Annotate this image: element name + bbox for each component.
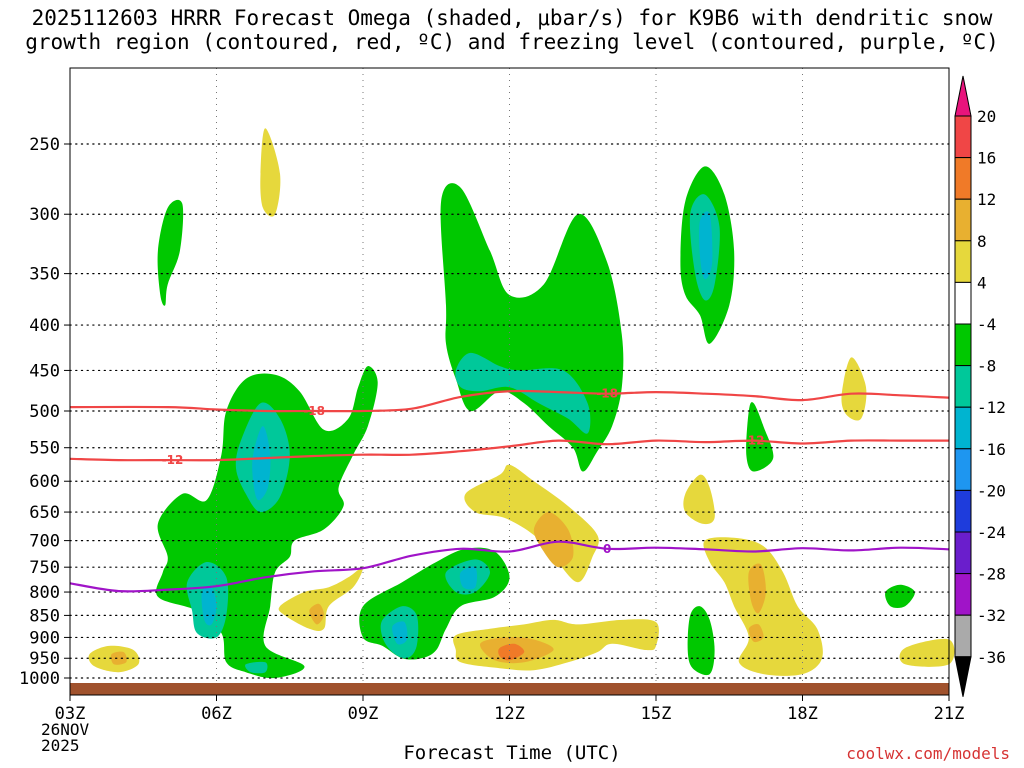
y-tick-label-600: 600 [29,472,60,492]
x-tick-label-2: 09Z [348,704,379,724]
colorbar-tick-9: -20 [977,481,1006,500]
colorbar-tick-2: 12 [977,190,996,209]
colorbar-tick-13: -36 [977,648,1006,667]
x-axis-label: Forecast Time (UTC) [403,742,621,764]
colorbar-bottom-arrow [954,656,972,697]
y-tick-label-700: 700 [29,532,60,552]
y-tick-label-500: 500 [29,402,60,422]
chart-title: 2025112603 HRRR Forecast Omega (shaded, … [25,6,999,54]
omega-region-18 [699,211,713,280]
colorbar-segment-4 [954,240,972,283]
contour-label-1: -18 [596,387,618,401]
y-tick-label-450: 450 [29,361,60,381]
omega-region-28 [899,638,955,667]
contour-line-m18 [69,389,950,413]
x-tick-label-6: 21Z [934,704,965,724]
y-tick-label-300: 300 [29,205,60,225]
omega-region-30 [309,603,324,625]
colorbar-top-arrow [954,75,972,117]
omega-region-0 [157,199,184,306]
omega-region-24 [841,357,867,421]
omega-region-10 [455,352,591,434]
x-tick-label-4: 15Z [641,704,672,724]
y-tick-label-350: 350 [29,265,60,285]
colorbar-tick-12: -32 [977,606,1006,625]
colorbar-segment-6 [954,323,972,367]
colorbar-segment-2 [954,157,972,200]
omega-region-22 [683,474,715,525]
colorbar-tick-11: -28 [977,565,1006,584]
omega-region-33 [110,651,127,665]
omega-region-14 [245,661,268,674]
contour-label-3: -12 [743,434,765,448]
x-tick-label-5: 18Z [787,704,818,724]
ground-surface [70,683,949,695]
colorbar-segment-11 [954,531,972,575]
omega-region-25 [278,566,364,632]
omega-region-5 [746,402,774,472]
y-tick-label-550: 550 [29,439,60,459]
colorbar-tick-0: 20 [977,107,996,126]
colorbar-tick-10: -24 [977,523,1006,542]
contour-line-m12 [69,439,949,462]
omega-region-20 [260,128,281,217]
colorbar-tick-6: -8 [977,357,996,376]
omega-region-2 [440,183,624,472]
omega-region-32 [748,563,766,614]
omega-region-7 [885,584,915,608]
colorbar-tick-1: 16 [977,149,996,168]
omega-region-17 [459,566,478,590]
omega-region-6 [687,606,715,676]
colorbar-tick-8: -16 [977,440,1006,459]
credit-link[interactable]: coolwx.com/models [846,744,1010,763]
y-tick-label-800: 800 [29,583,60,603]
temperature-contours: -18 -18 -12 -12 0 [69,387,950,593]
contour-label-0: -18 [303,404,325,418]
colorbar-tick-5: -4 [977,315,996,334]
contour-label-4: 0 [603,542,611,556]
y-tick-label-250: 250 [29,135,60,155]
colorbar-segment-10 [954,489,972,533]
pressure-axis: 2503003504004505005506006507007508008509… [19,135,70,689]
omega-region-15 [252,426,271,501]
contour-line-0 [69,540,950,593]
colorbar-segment-7 [954,365,972,408]
omega-region-29 [533,512,574,568]
colorbar-tick-4: 4 [977,273,987,292]
y-tick-label-750: 750 [29,558,60,578]
y-tick-label-1000: 1000 [19,669,60,689]
date-label: 26NOV 2025 [41,722,89,754]
colorbar-segment-12 [954,573,972,616]
y-tick-label-850: 850 [29,606,60,626]
colorbar-tick-7: -12 [977,398,1006,417]
colorbar-segment-1 [954,115,972,159]
colorbar-segment-3 [954,198,972,242]
y-tick-label-650: 650 [29,503,60,523]
omega-region-19 [392,621,408,645]
omega-region-35 [498,643,525,661]
date-year: 2025 [41,736,80,755]
y-tick-label-950: 950 [29,649,60,669]
y-tick-label-900: 900 [29,628,60,648]
colorbar: 20 16 12 8 4 -4 -8 -12 -16 -20 -24 -28 -32 -36 [954,75,1006,697]
colorbar-segment-5 [954,281,972,325]
omega-shading [88,128,955,679]
omega-region-23 [703,537,823,676]
x-tick-label-3: 12Z [494,704,525,724]
date-day: 26NOV [41,720,90,739]
colorbar-tick-3: 8 [977,232,987,251]
x-tick-label-0: 03Z [55,704,86,724]
y-tick-label-400: 400 [29,316,60,336]
colorbar-segment-8 [954,406,972,450]
colorbar-segment-13 [954,614,972,658]
time-axis: 03Z 06Z 09Z 12Z 15Z 18Z 21Z [55,695,965,724]
contour-label-2: -12 [162,453,184,467]
x-tick-label-1: 06Z [201,704,232,724]
colorbar-segment-9 [954,448,972,491]
